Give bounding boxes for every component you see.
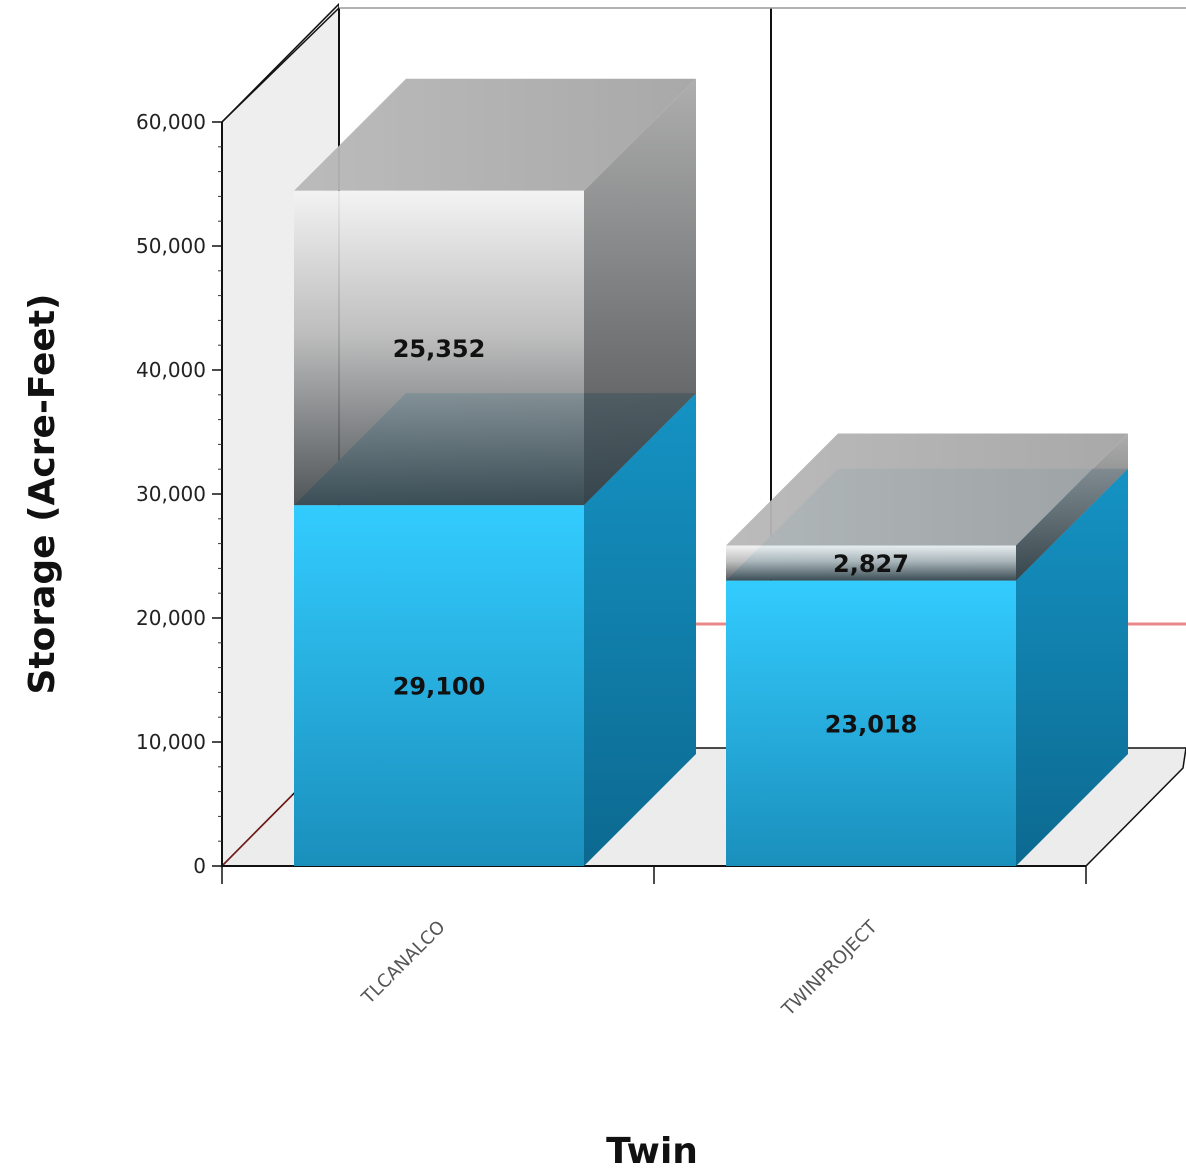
y-axis: 0 10,000 20,000 30,000 40,000 50,000 60,000 bbox=[136, 110, 223, 878]
bar-top-1-1 bbox=[726, 433, 1128, 546]
y-tick-label: 60,000 bbox=[136, 110, 206, 134]
y-tick-label: 0 bbox=[193, 854, 206, 878]
bar-side-1-1 bbox=[1016, 433, 1128, 581]
y-axis-title: Storage (Acre-Feet) bbox=[22, 293, 63, 694]
y-tick-label: 50,000 bbox=[136, 234, 206, 258]
bar-front-0-1 bbox=[294, 190, 584, 506]
y-tick-label: 10,000 bbox=[136, 730, 206, 754]
x-tick-label: TLCANALCO bbox=[357, 917, 449, 1009]
data-label: 23,018 bbox=[825, 710, 918, 738]
data-label: 29,100 bbox=[393, 673, 486, 701]
bar-front-0-0 bbox=[294, 505, 584, 866]
data-label: 2,827 bbox=[833, 550, 909, 578]
x-axis: TLCANALCO TWINPROJECT bbox=[221, 865, 1087, 1021]
bar-side-0-0 bbox=[584, 393, 696, 866]
x-axis-title: Twin bbox=[606, 1131, 698, 1171]
left-wall-top-edge bbox=[221, 7, 340, 123]
bar-top-0-1 bbox=[294, 78, 696, 191]
x-tick-label: TWINPROJECT bbox=[777, 916, 882, 1021]
bar-front-1-1 bbox=[726, 545, 1016, 581]
bar-side-1-0 bbox=[1016, 468, 1128, 866]
y-tick-label: 30,000 bbox=[136, 482, 206, 506]
y-tick-label: 40,000 bbox=[136, 358, 206, 382]
reference-floor-line bbox=[221, 794, 293, 867]
data-labels: 29,100 25,352 23,018 2,827 bbox=[393, 335, 918, 738]
bar-side-0-1 bbox=[584, 78, 696, 506]
y-tick-label: 20,000 bbox=[136, 606, 206, 630]
bar-front-1-0 bbox=[726, 580, 1016, 866]
data-label: 25,352 bbox=[393, 335, 486, 363]
bars bbox=[294, 78, 1128, 866]
